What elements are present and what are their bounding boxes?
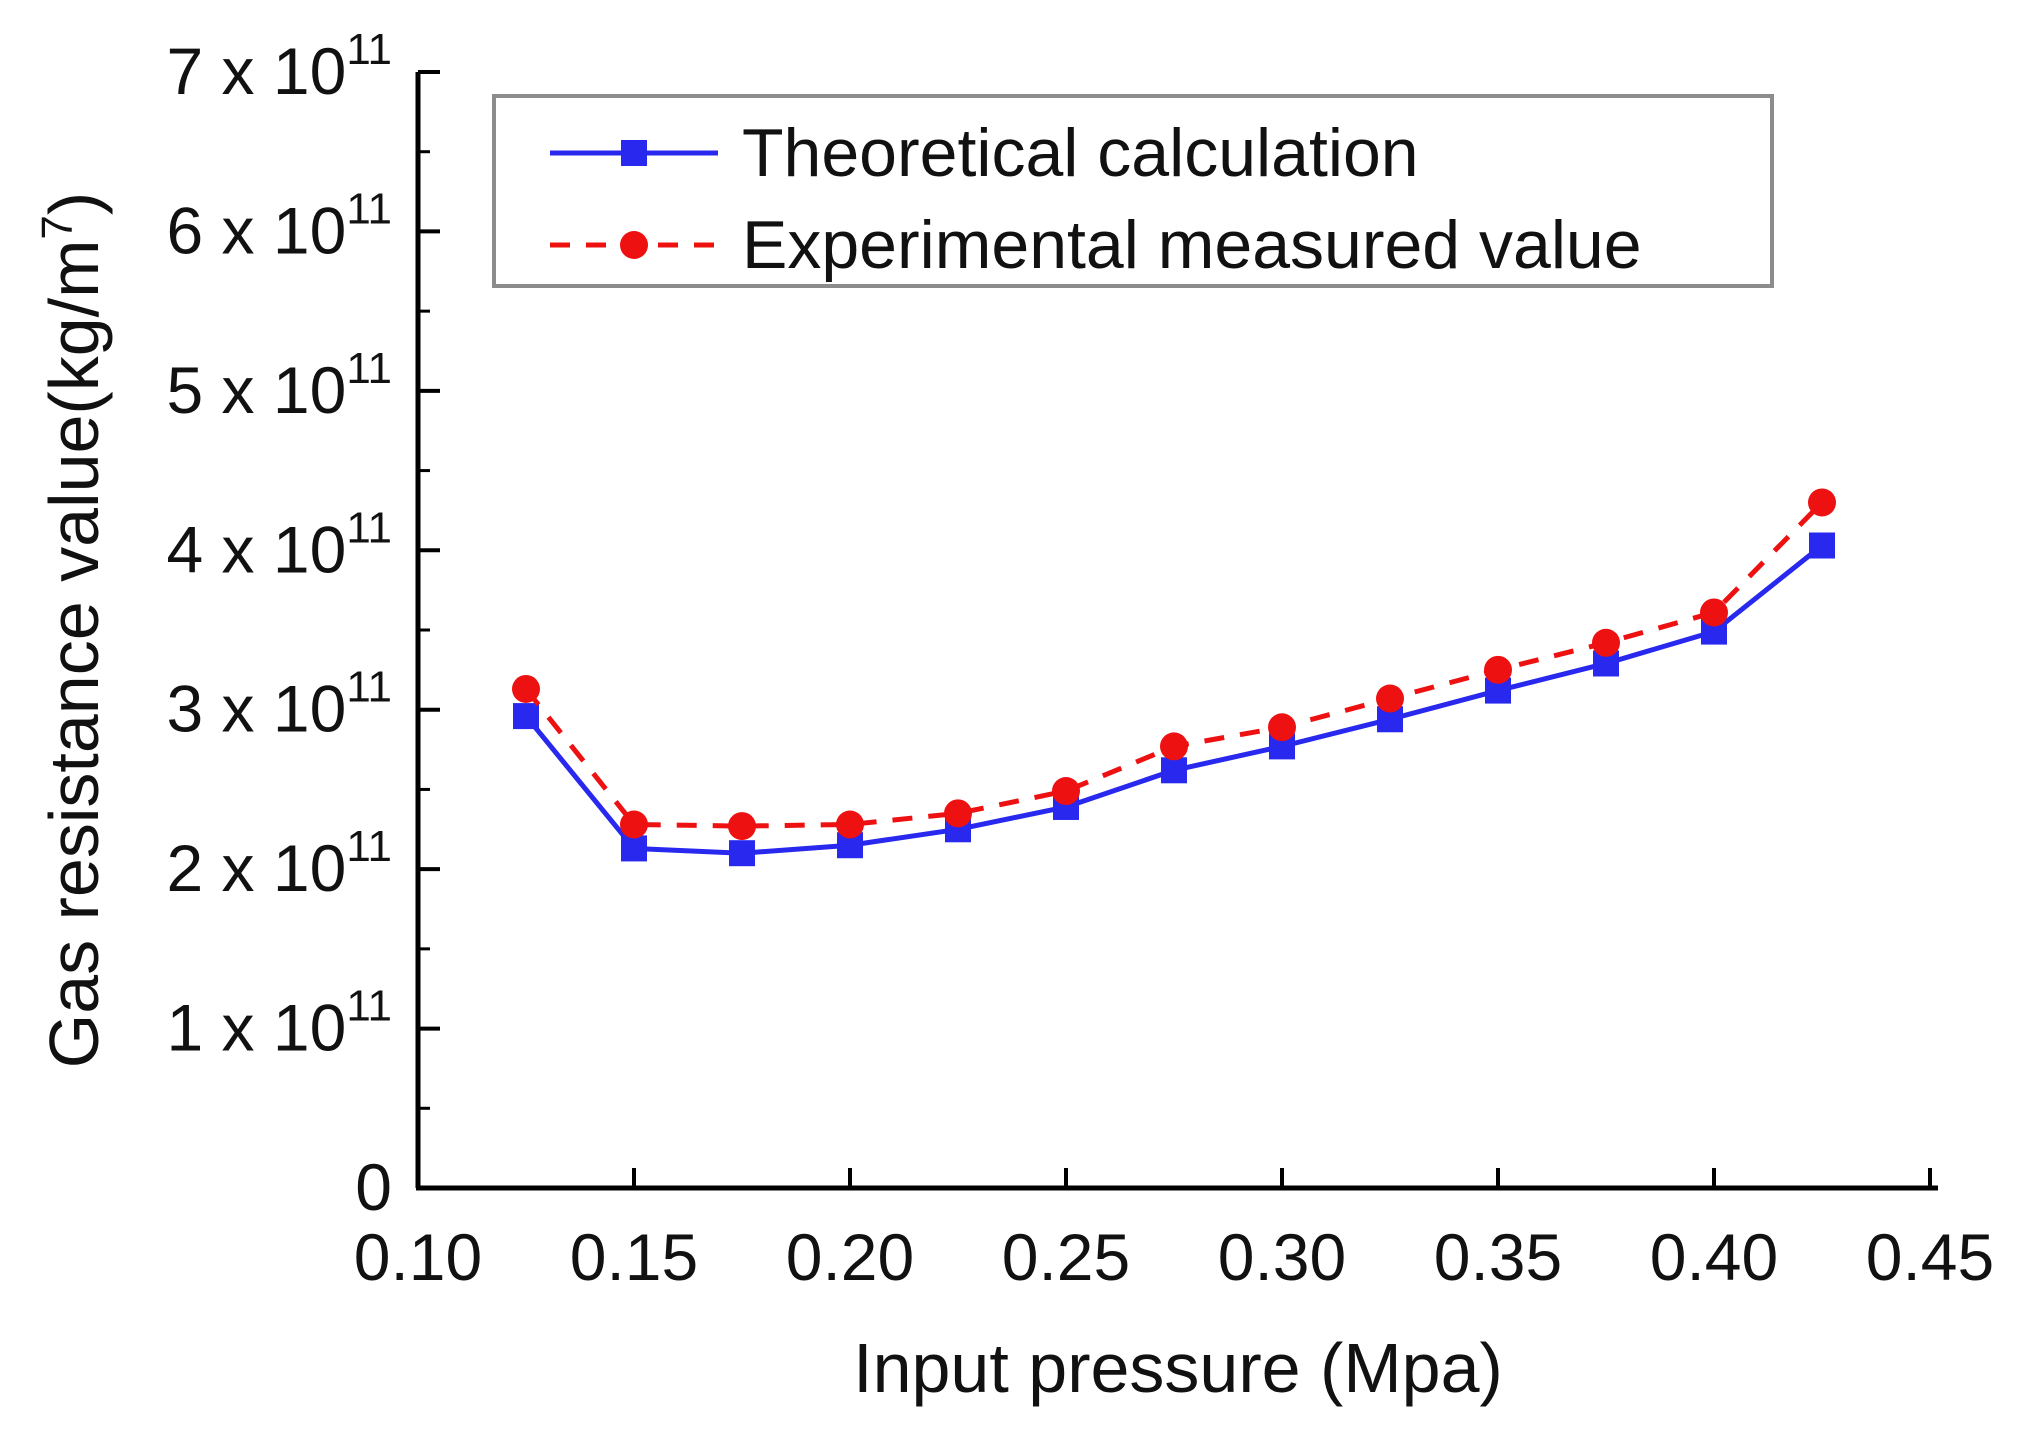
y-tick-label: 0 — [355, 1150, 392, 1224]
y-axis-title-superscript: 7 — [33, 215, 82, 239]
y-tick-label-mant: 4 — [166, 512, 203, 586]
y-tick-label-base: 10 — [273, 353, 346, 427]
y-tick-label-times: x — [203, 672, 273, 746]
y-tick-label-mant: 5 — [166, 353, 203, 427]
data-point-experimental-measured-value — [1700, 598, 1728, 627]
data-point-experimental-measured-value — [1808, 488, 1836, 517]
data-point-theoretical-calculation — [513, 703, 539, 730]
x-tick-label: 0.30 — [1218, 1220, 1346, 1294]
y-tick-label-mant: 7 — [166, 34, 203, 108]
y-tick-label: 7 x 1011 — [166, 25, 392, 108]
data-point-theoretical-calculation — [1161, 757, 1187, 784]
y-tick-label-mant: 2 — [166, 831, 203, 905]
y-tick-label-exp: 11 — [346, 503, 392, 552]
legend-marker-theoretical — [621, 140, 647, 166]
y-tick-label-base: 10 — [273, 193, 346, 267]
y-tick-label: 2 x 1011 — [166, 822, 392, 905]
x-tick-label: 0.20 — [786, 1220, 914, 1294]
legend-label-experimental: Experimental measured value — [742, 207, 1642, 283]
x-tick-label: 0.40 — [1650, 1220, 1778, 1294]
y-tick-label-mant: 1 — [166, 991, 203, 1065]
legend: Theoretical calculation Experimental mea… — [492, 94, 1774, 288]
legend-marker-experimental — [620, 231, 648, 259]
y-tick-label-times: x — [203, 991, 273, 1065]
data-point-experimental-measured-value — [512, 674, 540, 703]
y-tick-label-base: 10 — [273, 34, 346, 108]
series-layer — [512, 488, 1836, 867]
y-tick-label-mant: 6 — [166, 193, 203, 267]
y-tick-label-exp: 11 — [346, 822, 392, 871]
x-tick-label: 0.35 — [1434, 1220, 1562, 1294]
data-point-experimental-measured-value — [1160, 732, 1188, 761]
y-tick-label-exp: 11 — [346, 184, 392, 233]
data-point-experimental-measured-value — [728, 812, 756, 841]
y-tick-label: 3 x 1011 — [166, 663, 392, 746]
data-point-experimental-measured-value — [1484, 655, 1512, 684]
data-point-experimental-measured-value — [944, 799, 972, 828]
y-tick-label-mant: 3 — [166, 672, 203, 746]
y-tick-label-exp: 11 — [346, 25, 392, 74]
x-tick-label: 0.45 — [1866, 1220, 1994, 1294]
y-tick-label: 1 x 1011 — [166, 982, 392, 1065]
y-tick-label-exp: 11 — [346, 344, 392, 393]
y-axis-title-close: ) — [35, 192, 113, 215]
legend-box — [492, 94, 1774, 288]
y-tick-label-mant: 0 — [355, 1150, 392, 1224]
y-tick-label-base: 10 — [273, 991, 346, 1065]
x-axis-title: Input pressure (Mpa) — [853, 1329, 1503, 1407]
y-tick-label: 5 x 1011 — [166, 344, 392, 427]
data-point-experimental-measured-value — [1052, 777, 1080, 806]
y-tick-label-times: x — [203, 353, 273, 427]
data-point-theoretical-calculation — [729, 840, 755, 867]
data-point-experimental-measured-value — [620, 810, 648, 839]
data-point-experimental-measured-value — [1592, 628, 1620, 657]
y-tick-label-times: x — [203, 831, 273, 905]
y-axis-title: Gas resistance value(kg/m7) — [33, 192, 113, 1068]
y-tick-label-base: 10 — [273, 831, 346, 905]
y-tick-label-base: 10 — [273, 512, 346, 586]
data-point-experimental-measured-value — [1376, 684, 1404, 713]
y-tick-label-exp: 11 — [346, 663, 392, 712]
y-axis-title-main: Gas resistance value(kg/m — [35, 240, 113, 1069]
series-line-theoretical-calculation — [524, 543, 1824, 856]
data-point-theoretical-calculation — [621, 835, 647, 862]
y-tick-label-base: 10 — [273, 672, 346, 746]
y-tick-label-times: x — [203, 193, 273, 267]
x-tick-label: 0.25 — [1002, 1220, 1130, 1294]
x-ticks: 0.10 0.15 0.20 0.25 0.30 0.35 0.40 0.45 — [354, 1168, 1994, 1294]
data-point-experimental-measured-value — [836, 810, 864, 839]
data-point-theoretical-calculation — [1809, 532, 1835, 559]
x-tick-label: 0.15 — [570, 1220, 698, 1294]
y-tick-label-times: x — [203, 34, 273, 108]
y-tick-label-times: x — [203, 512, 273, 586]
data-point-experimental-measured-value — [1268, 713, 1296, 742]
y-tick-label-exp: 11 — [346, 982, 392, 1031]
x-tick-label: 0.10 — [354, 1220, 482, 1294]
y-tick-label: 4 x 1011 — [166, 503, 392, 586]
legend-label-theoretical: Theoretical calculation — [742, 115, 1419, 191]
y-tick-label: 6 x 1011 — [166, 184, 392, 267]
